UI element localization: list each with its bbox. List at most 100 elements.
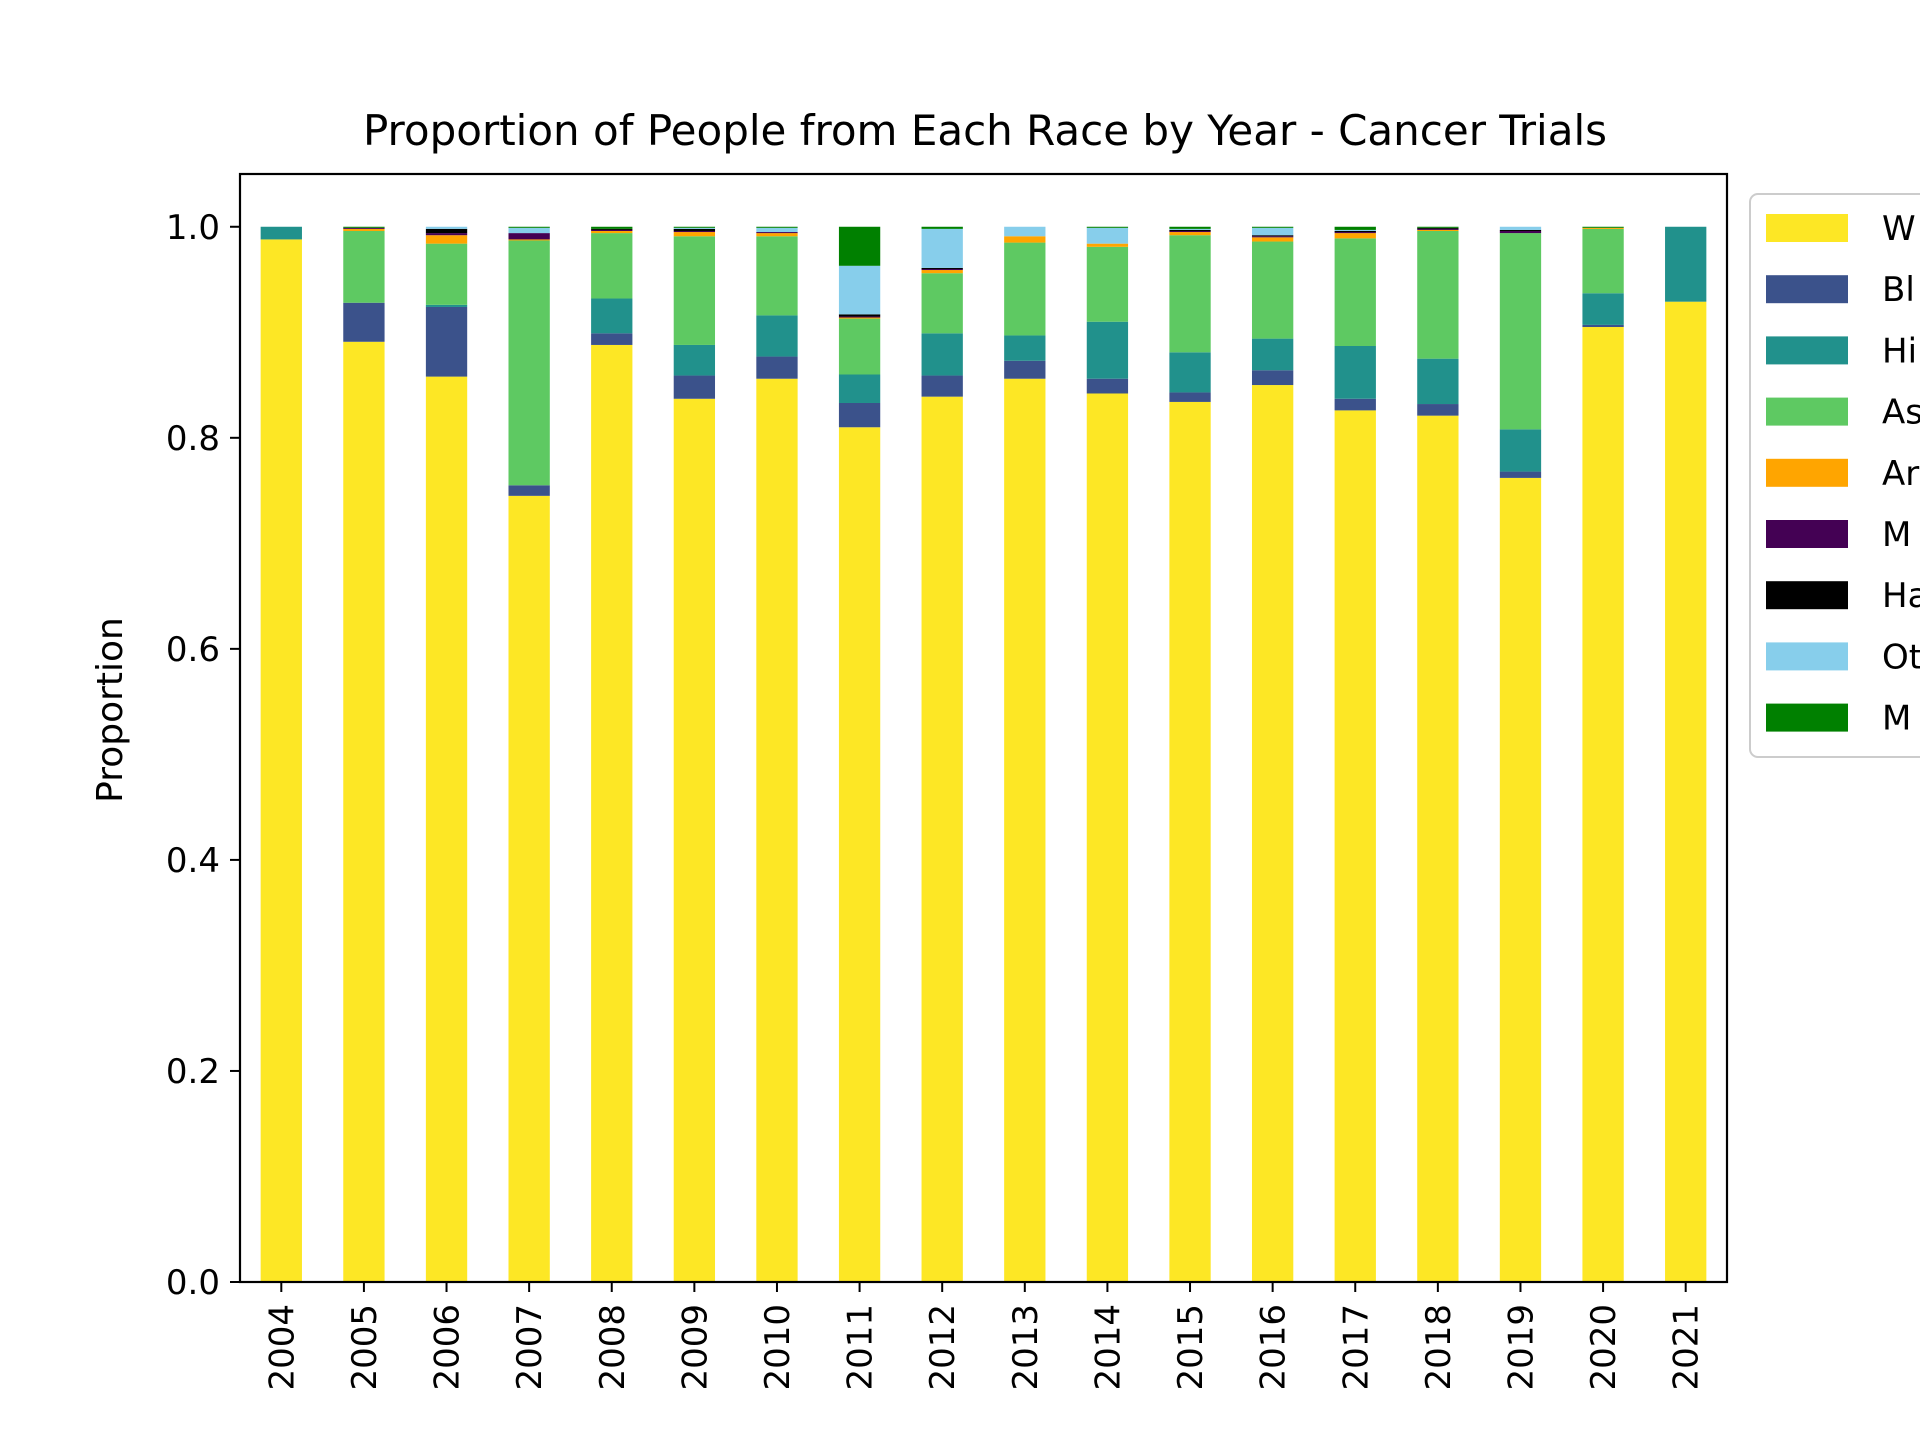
bar-segment-2012-series-3 [921,273,963,334]
x-tick-label-2008: 2008 [593,1304,633,1391]
bar-segment-2015-series-8 [1169,226,1211,229]
bar-segment-2010-series-8 [756,226,798,228]
bar-segment-2013-series-2 [1004,335,1046,361]
bar-segment-2017-series-5 [1334,232,1376,234]
bar-segment-2018-series-2 [1417,358,1459,405]
bar-segment-2011-series-3 [838,318,881,375]
y-tick-label-3: 0.6 [166,630,220,670]
bar-segment-2013-series-7 [1004,226,1046,237]
legend-label-5: M [1882,515,1911,555]
bar-segment-2006-series-6 [425,228,468,234]
bar-segment-2016-series-3 [1251,241,1294,339]
bar-segment-2010-series-7 [756,227,798,233]
bar-segment-2018-series-1 [1417,404,1459,416]
bar-segment-2010-series-1 [756,356,798,379]
legend-label-4: Ar [1882,454,1919,494]
x-tick-label-2018: 2018 [1419,1304,1459,1391]
bar-segment-2016-series-4 [1251,237,1294,242]
bar-segment-2009-series-8 [673,226,716,228]
chart-title: Proportion of People from Each Race by Y… [363,106,1607,155]
x-tick-label-2011: 2011 [841,1304,881,1391]
bar-segment-2008-series-5 [591,229,633,231]
bar-segment-2014-series-8 [1086,226,1129,228]
bar-segment-2014-series-3 [1086,246,1129,322]
bar-segment-2013-series-0 [1004,378,1046,1283]
y-axis-label: Proportion [90,617,131,803]
x-tick-label-2019: 2019 [1501,1304,1541,1391]
bar-segment-2011-series-0 [838,427,881,1282]
bar-segment-2017-series-4 [1334,233,1376,239]
bar-segment-2009-series-2 [673,344,716,376]
legend-swatch-2 [1766,336,1848,365]
legend-label-6: Ha [1882,576,1920,616]
bar-segment-2015-series-2 [1169,352,1211,393]
x-tick-label-2017: 2017 [1336,1304,1376,1391]
bar-segment-2017-series-8 [1334,226,1376,230]
bar-segment-2012-series-2 [921,333,963,376]
bar-segment-2014-series-0 [1086,393,1129,1282]
bar-segment-2019-series-6 [1499,229,1542,231]
bar-segment-2010-series-2 [756,315,798,357]
bar-segment-2015-series-5 [1169,230,1211,233]
legend-swatch-8 [1766,703,1848,732]
bar-segment-2005-series-8 [343,226,385,228]
bar-segment-2012-series-7 [921,228,963,268]
bar-segment-2012-series-6 [921,267,963,269]
bar-segment-2019-series-3 [1499,233,1542,430]
bar-segment-2020-series-3 [1582,228,1624,294]
bar-segment-2007-series-5 [508,233,550,240]
bar-segment-2006-series-4 [425,235,468,244]
x-tick-label-2021: 2021 [1667,1304,1707,1391]
bar-segment-2004-series-2 [260,226,302,240]
x-tick-label-2009: 2009 [675,1304,715,1391]
bar-segment-2016-series-6 [1251,235,1294,237]
y-tick-label-4: 0.8 [166,419,220,459]
bar-segment-2012-series-1 [921,375,963,397]
bar-segment-2008-series-4 [591,230,633,234]
bar-segment-2008-series-0 [591,344,633,1282]
bar-segment-2006-series-0 [425,376,468,1282]
bar-segment-2007-series-1 [508,485,550,496]
plot-frame [238,172,1729,1284]
bar-segment-2010-series-5 [756,232,798,234]
x-tick-label-2005: 2005 [345,1304,385,1391]
bar-segment-2010-series-4 [756,233,798,237]
bar-segment-2019-series-5 [1499,230,1542,234]
bar-segment-2018-series-8 [1417,226,1459,228]
bar-segment-2020-series-4 [1582,227,1624,229]
legend-label-7: Ot [1882,637,1920,677]
legend-swatch-0 [1766,214,1848,242]
y-tick-label-5: 1.0 [166,208,220,248]
bar-segment-2007-series-8 [508,226,550,228]
bar-segment-2011-series-4 [838,317,881,319]
legend-swatch-4 [1766,458,1848,487]
bar-segment-2020-series-1 [1582,324,1624,328]
bar-segment-2009-series-1 [673,375,716,399]
bar-segment-2019-series-2 [1499,429,1542,472]
bar-segment-2016-series-7 [1251,227,1294,236]
bar-segment-2015-series-7 [1169,228,1211,230]
x-tick-label-2014: 2014 [1088,1304,1128,1391]
bar-segment-2008-series-6 [591,228,633,230]
legend-swatch-7 [1766,642,1848,671]
x-tick-label-2004: 2004 [262,1304,302,1391]
bar-segment-2013-series-1 [1004,360,1046,379]
bar-segment-2006-series-3 [425,243,468,305]
bar-segment-2009-series-4 [673,232,716,237]
bar-segment-2007-series-4 [508,239,550,241]
bar-segment-2005-series-0 [343,341,385,1282]
bar-segment-2021-series-0 [1665,301,1707,1282]
bar-segment-2012-series-0 [921,396,963,1282]
bar-segment-2010-series-0 [756,378,798,1283]
bar-segment-2008-series-1 [591,333,633,345]
bar-segment-2005-series-1 [343,302,385,342]
bar-segment-2013-series-4 [1004,236,1046,243]
bar-segment-2014-series-2 [1086,321,1129,379]
legend-swatch-6 [1766,581,1848,610]
bar-segment-2006-series-5 [425,233,468,236]
bar-segment-2014-series-1 [1086,378,1129,394]
bar-segment-2021-series-2 [1665,226,1707,302]
bar-segment-2011-series-1 [838,402,881,428]
